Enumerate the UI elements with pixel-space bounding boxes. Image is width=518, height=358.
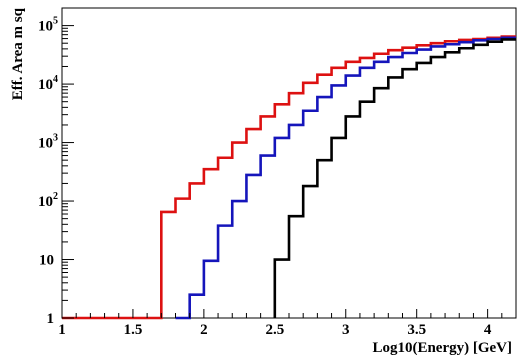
y-tick-label: 104 — [38, 74, 58, 93]
y-tick-label: 105 — [38, 16, 58, 35]
x-tick-label: 4 — [484, 322, 492, 338]
x-axis-title: Log10(Energy) [GeV] — [372, 340, 512, 356]
y-tick-label: 1 — [47, 311, 55, 327]
series-line-1 — [62, 35, 516, 320]
axes — [61, 7, 517, 319]
x-tick-label: 1 — [58, 322, 66, 338]
y-tick-label: 103 — [38, 133, 58, 152]
x-tick-label: 1.5 — [124, 322, 143, 338]
x-tick-label: 3 — [342, 322, 350, 338]
y-tick-label: 102 — [38, 191, 58, 210]
series-line-3 — [273, 38, 516, 318]
x-tick-label: 2 — [200, 322, 208, 338]
x-tick-label: 2.5 — [265, 322, 284, 338]
tick-labels: 1 1.5 2 2.5 3 3.5 4 1 10 102 103 104 105 — [38, 16, 492, 338]
y-axis-title: Eff. Area m sq — [10, 7, 26, 100]
y-tick-label: 10 — [39, 253, 54, 269]
x-tick-label: 3.5 — [407, 322, 426, 338]
plot-frame — [61, 7, 517, 319]
plot-frame-rect — [61, 7, 517, 319]
series-line-2 — [175, 36, 516, 320]
series-layer — [62, 35, 516, 320]
